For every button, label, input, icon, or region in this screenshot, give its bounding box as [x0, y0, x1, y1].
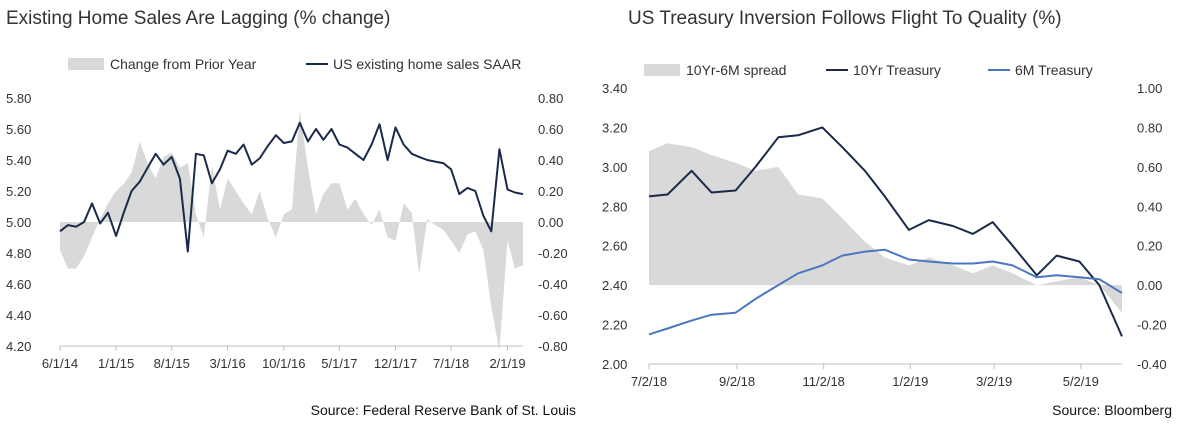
- right-tick-label: 0.80: [1137, 120, 1162, 135]
- home-sales-panel: Existing Home Sales Are Lagging (% chang…: [0, 0, 590, 432]
- chart-source: Source: Bloomberg: [1052, 402, 1172, 418]
- x-tick-label: 8/1/15: [154, 356, 190, 371]
- x-tick-label: 5/2/19: [1063, 374, 1099, 389]
- x-tick-label: 9/2/18: [719, 374, 755, 389]
- area-series: [649, 143, 1122, 313]
- legend-entry: Change from Prior Year: [110, 56, 257, 72]
- legend-entry: US existing home sales SAAR: [333, 56, 521, 72]
- left-tick-label: 3.40: [602, 81, 627, 96]
- right-tick-label: -0.40: [1137, 357, 1167, 372]
- x-tick-label: 7/2/18: [631, 374, 667, 389]
- left-tick-label: 3.20: [602, 120, 627, 135]
- x-tick-label: 3/2/19: [976, 374, 1012, 389]
- right-tick-label: 0.60: [538, 122, 563, 137]
- home-sales-chart: Change from Prior Year US existing home s…: [6, 56, 568, 371]
- right-tick-label: -0.40: [538, 277, 568, 292]
- right-tick-label: 0.80: [538, 91, 563, 106]
- left-tick-label: 2.00: [602, 357, 627, 372]
- left-tick-label: 4.80: [6, 246, 31, 261]
- legend-entry: 10Yr-6M spread: [686, 62, 786, 78]
- right-tick-label: 0.40: [538, 153, 563, 168]
- x-tick-label: 10/1/16: [262, 356, 305, 371]
- chart-title: Existing Home Sales Are Lagging (% chang…: [6, 8, 391, 29]
- left-tick-label: 4.40: [6, 308, 31, 323]
- left-tick-label: 2.60: [602, 239, 627, 254]
- x-tick-label: 6/1/14: [42, 356, 78, 371]
- area-series: [60, 110, 523, 351]
- chart-source: Source: Federal Reserve Bank of St. Loui…: [310, 402, 576, 418]
- right-tick-label: 0.20: [538, 184, 563, 199]
- legend: 10Yr-6M spread 10Yr Treasury 6M Treasury: [644, 62, 1093, 78]
- left-tick-label: 4.20: [6, 339, 31, 354]
- legend-swatch: [644, 64, 680, 76]
- right-tick-label: 0.40: [1137, 199, 1162, 214]
- line-series: [59, 121, 524, 253]
- x-tick-label: 11/2/18: [803, 374, 845, 389]
- right-tick-label: -0.60: [538, 308, 568, 323]
- left-tick-label: 4.60: [6, 277, 31, 292]
- x-tick-label: 1/1/15: [98, 356, 134, 371]
- left-tick-label: 5.40: [6, 153, 31, 168]
- x-tick-label: 3/1/16: [210, 356, 246, 371]
- right-tick-label: 0.60: [1137, 160, 1162, 175]
- left-tick-label: 5.60: [6, 122, 31, 137]
- treasury-chart: 10Yr-6M spread 10Yr Treasury 6M Treasury 3.…: [602, 62, 1167, 389]
- legend-swatch: [68, 58, 104, 70]
- legend-entry: 10Yr Treasury: [853, 62, 941, 78]
- line-series: [648, 126, 1123, 337]
- x-tick-label: 1/2/19: [892, 374, 928, 389]
- right-tick-label: -0.80: [538, 339, 568, 354]
- left-tick-label: 2.80: [602, 199, 627, 214]
- x-tick-label: 12/1/17: [374, 356, 417, 371]
- treasury-panel: US Treasury Inversion Follows Flight To …: [596, 0, 1190, 432]
- left-tick-label: 5.20: [6, 184, 31, 199]
- chart-title: US Treasury Inversion Follows Flight To …: [628, 8, 1062, 29]
- right-tick-label: -0.20: [1137, 318, 1167, 333]
- left-tick-label: 2.20: [602, 318, 627, 333]
- legend: Change from Prior Year US existing home s…: [68, 56, 521, 72]
- right-tick-label: 0.00: [538, 215, 563, 230]
- right-tick-label: 0.20: [1137, 239, 1162, 254]
- left-tick-label: 5.00: [6, 215, 31, 230]
- left-tick-label: 3.00: [602, 160, 627, 175]
- left-tick-label: 5.80: [6, 91, 31, 106]
- x-tick-label: 2/1/19: [489, 356, 525, 371]
- right-tick-label: 0.00: [1137, 278, 1162, 293]
- left-tick-label: 2.40: [602, 278, 627, 293]
- line-series: [648, 248, 1123, 336]
- x-tick-label: 5/1/17: [321, 356, 357, 371]
- x-tick-label: 7/1/18: [433, 356, 469, 371]
- right-tick-label: 1.00: [1137, 81, 1162, 96]
- legend-entry: 6M Treasury: [1015, 62, 1093, 78]
- right-tick-label: -0.20: [538, 246, 568, 261]
